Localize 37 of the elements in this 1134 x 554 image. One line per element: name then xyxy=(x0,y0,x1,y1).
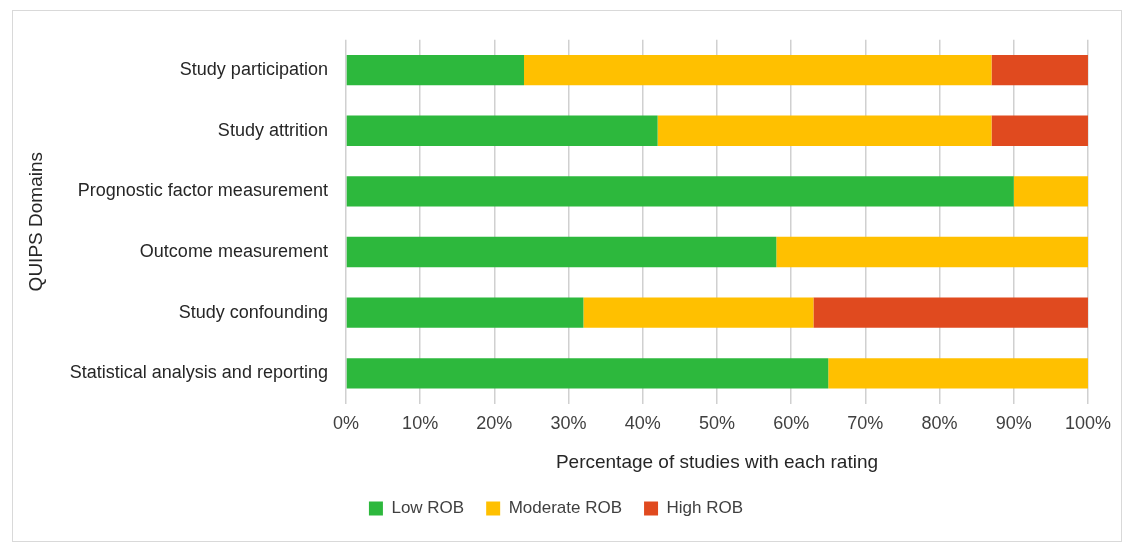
x-tick-label: 30% xyxy=(550,413,587,434)
legend-label: Moderate ROB xyxy=(508,498,623,518)
y-tick-label: Study attrition xyxy=(217,119,328,140)
x-axis-title: Percentage of studies with each rating xyxy=(555,450,879,472)
x-tick-label: 0% xyxy=(332,413,359,434)
y-tick-label: Study participation xyxy=(179,59,328,80)
bar xyxy=(583,297,814,328)
y-tick-label: Outcome measurement xyxy=(139,240,328,261)
bar xyxy=(346,54,525,86)
bar xyxy=(991,54,1088,86)
x-tick-label: 100% xyxy=(1064,413,1111,434)
bar xyxy=(991,115,1088,146)
y-axis-title: QUIPS Domains xyxy=(24,152,46,292)
bar xyxy=(346,115,658,146)
y-tick-label: Study confounding xyxy=(178,301,328,322)
y-tick-label: Statistical analysis and reporting xyxy=(69,362,328,383)
x-tick-label: 70% xyxy=(847,413,884,434)
bar xyxy=(1013,176,1088,207)
x-tick-label: 60% xyxy=(773,413,810,434)
x-tick-label: 90% xyxy=(995,413,1032,434)
bar xyxy=(346,297,584,328)
x-tick-label: 40% xyxy=(624,413,661,434)
x-tick-label: 20% xyxy=(476,413,513,434)
x-tick-label: 50% xyxy=(698,413,735,434)
legend-label: Low ROB xyxy=(391,498,465,518)
x-tick-label: 80% xyxy=(921,413,958,434)
bar xyxy=(346,236,777,268)
bar xyxy=(657,115,992,146)
bar xyxy=(524,54,992,86)
bar xyxy=(813,297,1088,328)
legend-label: High ROB xyxy=(666,498,744,518)
bar xyxy=(346,176,1014,207)
y-tick-label: Prognostic factor measurement xyxy=(77,180,328,201)
bar xyxy=(346,358,829,389)
bar xyxy=(776,236,1088,268)
x-tick-label: 10% xyxy=(402,413,439,434)
bar xyxy=(828,358,1088,389)
